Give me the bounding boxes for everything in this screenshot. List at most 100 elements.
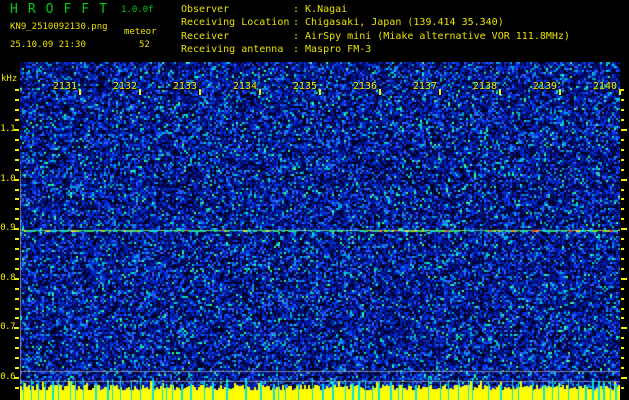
- freq-label: 1.0: [0, 173, 15, 184]
- freq-minor-tick-right: [621, 386, 624, 389]
- freq-label: 1.1: [0, 124, 15, 134]
- freq-minor-tick: [15, 386, 19, 389]
- freq-minor-tick-right: [621, 317, 624, 320]
- freq-minor-tick: [15, 257, 19, 260]
- time-label: 2138: [472, 81, 497, 92]
- freq-label: 0.8: [0, 272, 15, 283]
- header-info-label: Observer: [181, 4, 230, 15]
- freq-minor-tick: [15, 188, 19, 191]
- freq-minor-tick: [15, 367, 19, 370]
- time-tick: [619, 89, 621, 95]
- freq-minor-tick: [15, 109, 19, 112]
- freq-major-tick: [14, 327, 19, 330]
- freq-minor-tick: [15, 138, 19, 141]
- header-info-row: Receiving Location: Chigasaki, Japan (13…: [181, 16, 570, 29]
- freq-minor-tick-right: [621, 287, 624, 290]
- freq-label: 0.9: [0, 223, 15, 234]
- freq-axis-unit-label: kHz: [1, 74, 18, 84]
- freq-minor-tick: [15, 238, 19, 241]
- freq-label: 0.7: [0, 322, 15, 333]
- freq-minor-tick-right: [621, 208, 624, 211]
- time-tick: [199, 89, 201, 95]
- header-info-row: Receiving antenna: Maspro FM-3: [181, 43, 570, 56]
- time-label: 2135: [292, 81, 317, 92]
- spectrogram-canvas: [20, 62, 620, 400]
- freq-minor-tick: [15, 347, 19, 350]
- freq-minor-tick-right: [621, 248, 624, 251]
- freq-minor-tick-right: [621, 89, 624, 92]
- freq-minor-tick: [15, 168, 19, 171]
- time-tick: [559, 89, 561, 95]
- header-info-value: : K.Nagai: [293, 4, 348, 15]
- freq-minor-tick-right: [621, 307, 624, 310]
- freq-minor-tick-right: [621, 168, 624, 171]
- freq-minor-tick: [15, 99, 19, 102]
- freq-minor-tick-right: [621, 148, 624, 151]
- freq-major-tick: [14, 129, 19, 131]
- time-label: 2132: [112, 81, 137, 92]
- freq-minor-tick-right: [621, 158, 624, 161]
- meteor-count-label: meteor: [124, 27, 157, 37]
- time-tick: [499, 89, 501, 95]
- freq-major-tick-right: [621, 377, 627, 379]
- freq-minor-tick: [15, 248, 19, 251]
- freq-minor-tick-right: [621, 109, 624, 112]
- freq-minor-tick: [15, 208, 19, 211]
- app-title: HROFFT: [10, 2, 117, 17]
- session-datetime: 25.10.09 21:30: [10, 40, 86, 50]
- freq-minor-tick: [15, 119, 19, 122]
- header-info-label: Receiver: [181, 30, 230, 42]
- time-label: 2133: [172, 81, 197, 92]
- app-version: 1.0.0f: [121, 5, 154, 15]
- freq-major-tick: [14, 228, 19, 231]
- output-filename: KN9_2510092130.png: [10, 22, 108, 32]
- freq-minor-tick: [15, 337, 19, 340]
- freq-minor-tick: [15, 357, 19, 360]
- freq-minor-tick: [15, 218, 19, 221]
- freq-minor-tick: [15, 317, 19, 320]
- freq-major-tick: [14, 377, 19, 379]
- freq-minor-tick: [15, 148, 19, 151]
- meteor-count-value: 52: [139, 40, 150, 50]
- time-tick: [259, 89, 261, 95]
- time-tick: [79, 89, 81, 95]
- freq-minor-tick-right: [621, 99, 624, 102]
- freq-minor-tick: [15, 198, 19, 201]
- time-label: 2134: [232, 81, 257, 92]
- freq-major-tick-right: [621, 178, 627, 181]
- freq-major-tick: [14, 178, 19, 181]
- freq-minor-tick-right: [621, 347, 624, 350]
- freq-minor-tick-right: [621, 218, 624, 221]
- freq-minor-tick-right: [621, 357, 624, 360]
- time-label: 2140: [592, 81, 617, 92]
- freq-minor-tick-right: [621, 238, 624, 241]
- observer-info-block: Observer : K.Nagai Receiving Location: Chi…: [181, 3, 570, 57]
- time-label: 2137: [412, 81, 437, 92]
- time-tick: [379, 89, 381, 95]
- header-info-value: : Maspro FM-3: [293, 44, 372, 56]
- freq-minor-tick: [15, 158, 19, 161]
- freq-major-tick-right: [621, 277, 627, 280]
- freq-minor-tick-right: [621, 198, 624, 201]
- freq-label: 0.6: [0, 372, 15, 382]
- freq-minor-tick: [15, 89, 19, 92]
- time-label: 2136: [352, 81, 377, 92]
- freq-minor-tick-right: [621, 297, 624, 300]
- freq-major-tick-right: [621, 129, 627, 131]
- freq-minor-tick: [15, 297, 19, 300]
- time-label: 2139: [532, 81, 557, 92]
- header-info-value: : AirSpy mini (Miake alternative VOR 111…: [293, 30, 570, 42]
- freq-minor-tick: [15, 267, 19, 270]
- header-info-row: Receiver : AirSpy mini (Miake alternative…: [181, 30, 570, 43]
- freq-minor-tick-right: [621, 119, 624, 122]
- freq-minor-tick-right: [621, 267, 624, 270]
- time-tick: [319, 89, 321, 95]
- time-tick: [139, 89, 141, 95]
- freq-major-tick-right: [621, 327, 627, 330]
- freq-minor-tick: [15, 307, 19, 310]
- freq-minor-tick-right: [621, 138, 624, 141]
- freq-major-tick: [14, 277, 19, 280]
- freq-major-tick-right: [621, 228, 627, 231]
- time-tick: [439, 89, 441, 95]
